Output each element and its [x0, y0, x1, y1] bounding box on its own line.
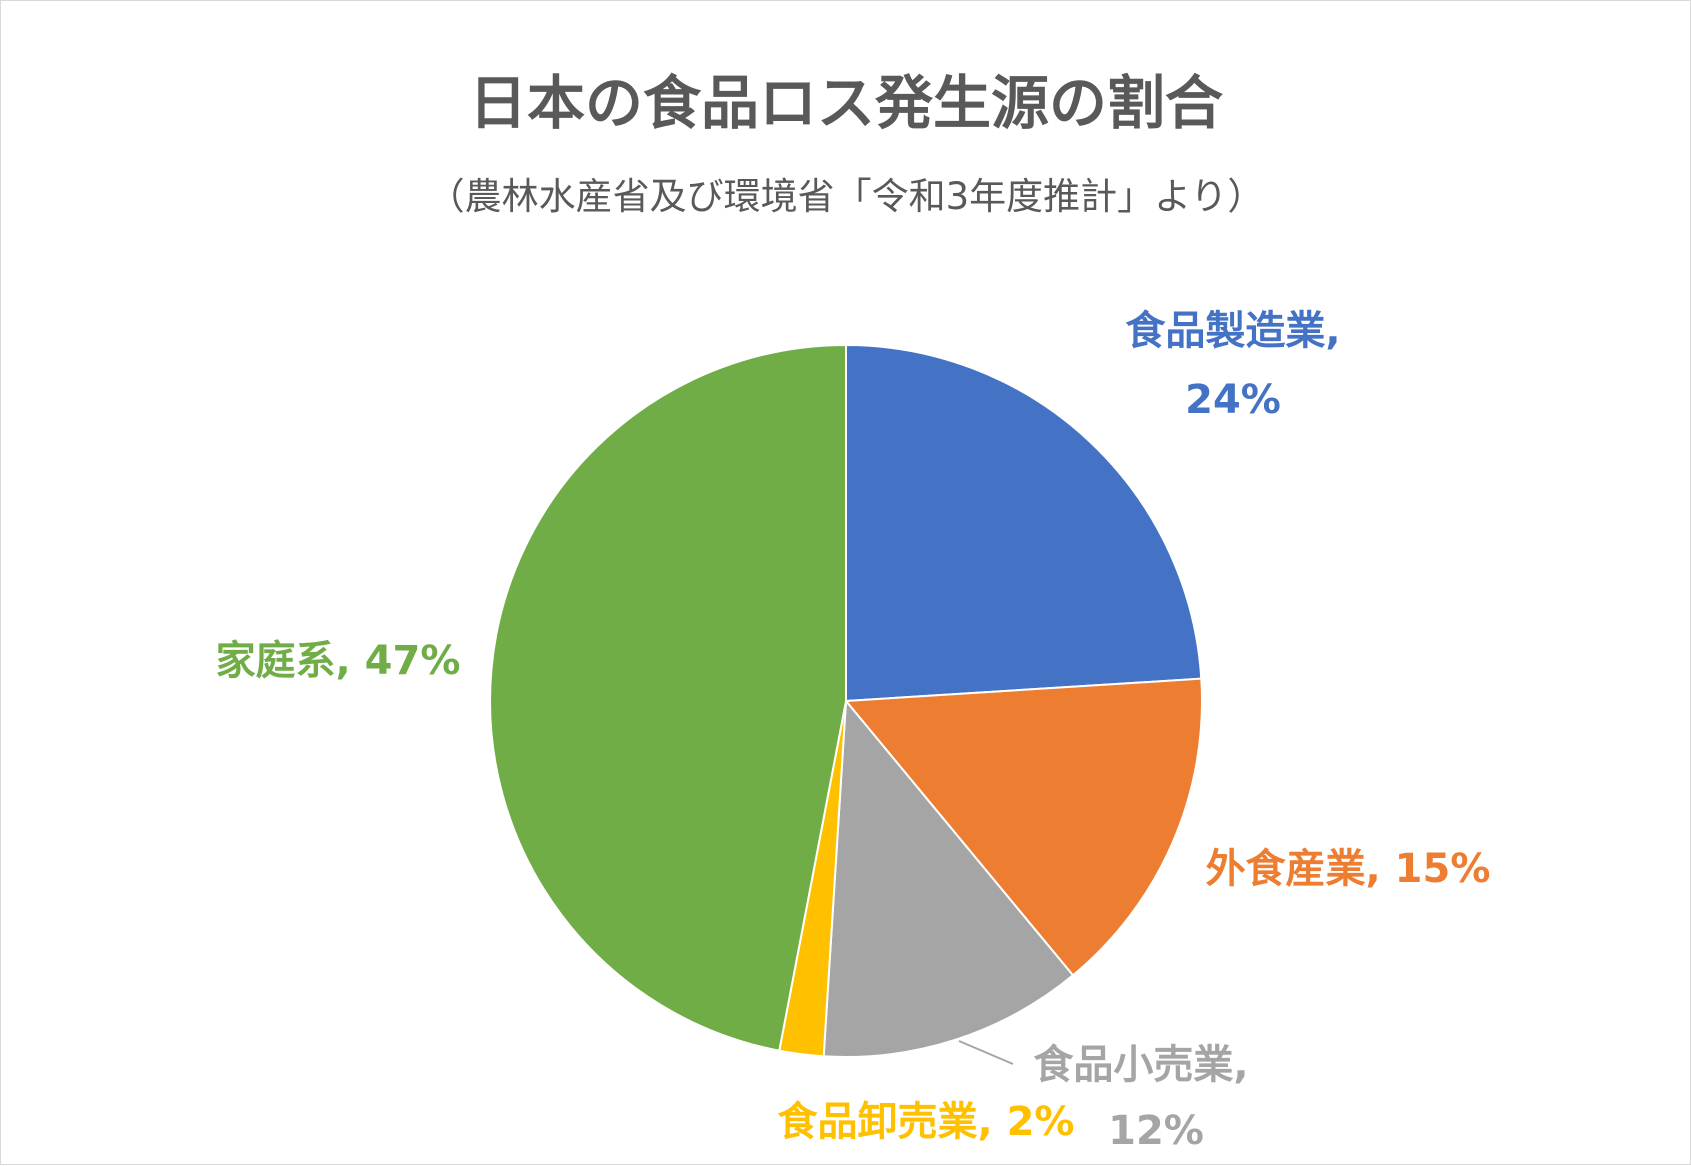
chart-title: 日本の食品ロス発生源の割合 — [469, 69, 1223, 137]
pie-slices — [489, 343, 1203, 1058]
data-label-food-service: 外食産業, 15% — [1206, 846, 1491, 892]
data-labels: 食品製造業, 24% 外食産業, 15% 食品小売業, 12% 食品卸売業, 2… — [216, 308, 1491, 1154]
data-label-household: 家庭系, 47% — [216, 638, 461, 684]
data-label-manufacturing-value: 24% — [1185, 377, 1281, 423]
pie-slice-food-service — [843, 677, 1203, 977]
pie-slice-manufacturing — [845, 343, 1203, 703]
data-label-retail-value: 12% — [1108, 1108, 1204, 1154]
data-label-wholesale: 食品卸売業, 2% — [777, 1099, 1074, 1145]
pie-slice-retail — [822, 698, 1075, 1058]
chart-subtitle: （農林水産省及び環境省「令和3年度推計」より） — [428, 175, 1265, 218]
data-label-manufacturing-name: 食品製造業, — [1125, 308, 1340, 354]
leader-line-retail — [958, 1040, 1014, 1065]
data-label-retail-name: 食品小売業, — [1033, 1042, 1248, 1088]
pie-slice-household — [489, 343, 847, 1052]
